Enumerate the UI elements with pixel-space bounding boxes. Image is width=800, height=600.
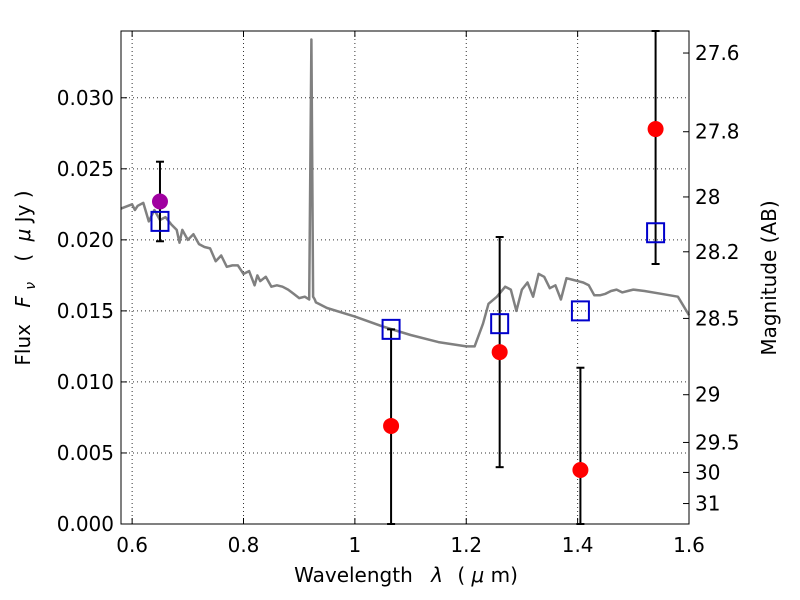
- y-tick-label: 0.030: [57, 86, 114, 110]
- x-tick-label: 1: [349, 533, 362, 557]
- y2-tick-label: 28.2: [695, 240, 740, 264]
- y-axis-label-paren: (: [11, 254, 35, 262]
- x-axis-label-paren: (: [457, 563, 465, 587]
- y-axis-label-subscript: ν: [23, 282, 39, 290]
- data-point: [647, 121, 664, 138]
- data-point: [491, 344, 508, 361]
- y-tick-label: 0.025: [57, 157, 114, 181]
- y-axis-label-symbol: F: [11, 296, 35, 308]
- x-tick-label: 1.2: [450, 533, 482, 557]
- model-square: [150, 210, 170, 232]
- plot-frame: [120, 30, 690, 525]
- x-axis-label-symbol: λ: [430, 563, 443, 587]
- data-point: [572, 462, 589, 479]
- data-point: [151, 193, 168, 210]
- model-square: [381, 318, 401, 340]
- y-axis-label: Flux F ν ( μ Jy ): [11, 190, 40, 365]
- y-tick-label: 0.005: [57, 441, 114, 465]
- x-tick-label: 0.6: [116, 533, 148, 557]
- y2-tick-label: 27.6: [695, 41, 740, 65]
- y-axis-label-word: Flux: [11, 324, 35, 366]
- x-tick-label: 1.6: [673, 533, 705, 557]
- y2-tick-label: 31: [695, 492, 720, 516]
- x-tick-label: 0.8: [228, 533, 260, 557]
- y2-tick-label: 28.5: [695, 306, 740, 330]
- y2-tick-label: 28: [695, 185, 720, 209]
- labels-layer: Wavelength λ ( μ m) Flux F ν ( μ Jy ) Ma…: [11, 190, 781, 587]
- y2-tick-label: 27.8: [695, 120, 740, 144]
- model-square: [646, 222, 666, 244]
- x-tick-label: 1.4: [562, 533, 594, 557]
- y-axis-label-mu: μ: [11, 229, 35, 243]
- y-axis-label-unit: Jy ): [11, 190, 35, 224]
- y-tick-label: 0.020: [57, 228, 114, 252]
- y2-tick-label: 29: [695, 383, 720, 407]
- model-square: [570, 300, 590, 322]
- model-square: [490, 313, 510, 335]
- x-axis-label-word: Wavelength: [294, 563, 413, 587]
- y2-tick-label: 29.5: [695, 430, 740, 454]
- x-axis-label-unit: m): [491, 563, 518, 587]
- grid-layer: [121, 31, 689, 524]
- data-point: [383, 417, 400, 434]
- y-tick-label: 0.015: [57, 299, 114, 323]
- x-axis-label: Wavelength λ ( μ m): [294, 563, 518, 587]
- y2-tick-label: 30: [695, 460, 720, 484]
- x-axis-label-mu: μ: [471, 563, 485, 587]
- axes-layer: 0.6 0.8 1 1.2 1.4 1.6 0.000 0.005 0.010 0.015 0.02…: [57, 30, 740, 557]
- y-tick-label: 0.000: [57, 512, 114, 536]
- series-layer: [120, 30, 691, 525]
- spectrum-line: [120, 38, 691, 348]
- y2-axis-label: Magnitude (AB): [757, 200, 781, 355]
- y-tick-label: 0.010: [57, 370, 114, 394]
